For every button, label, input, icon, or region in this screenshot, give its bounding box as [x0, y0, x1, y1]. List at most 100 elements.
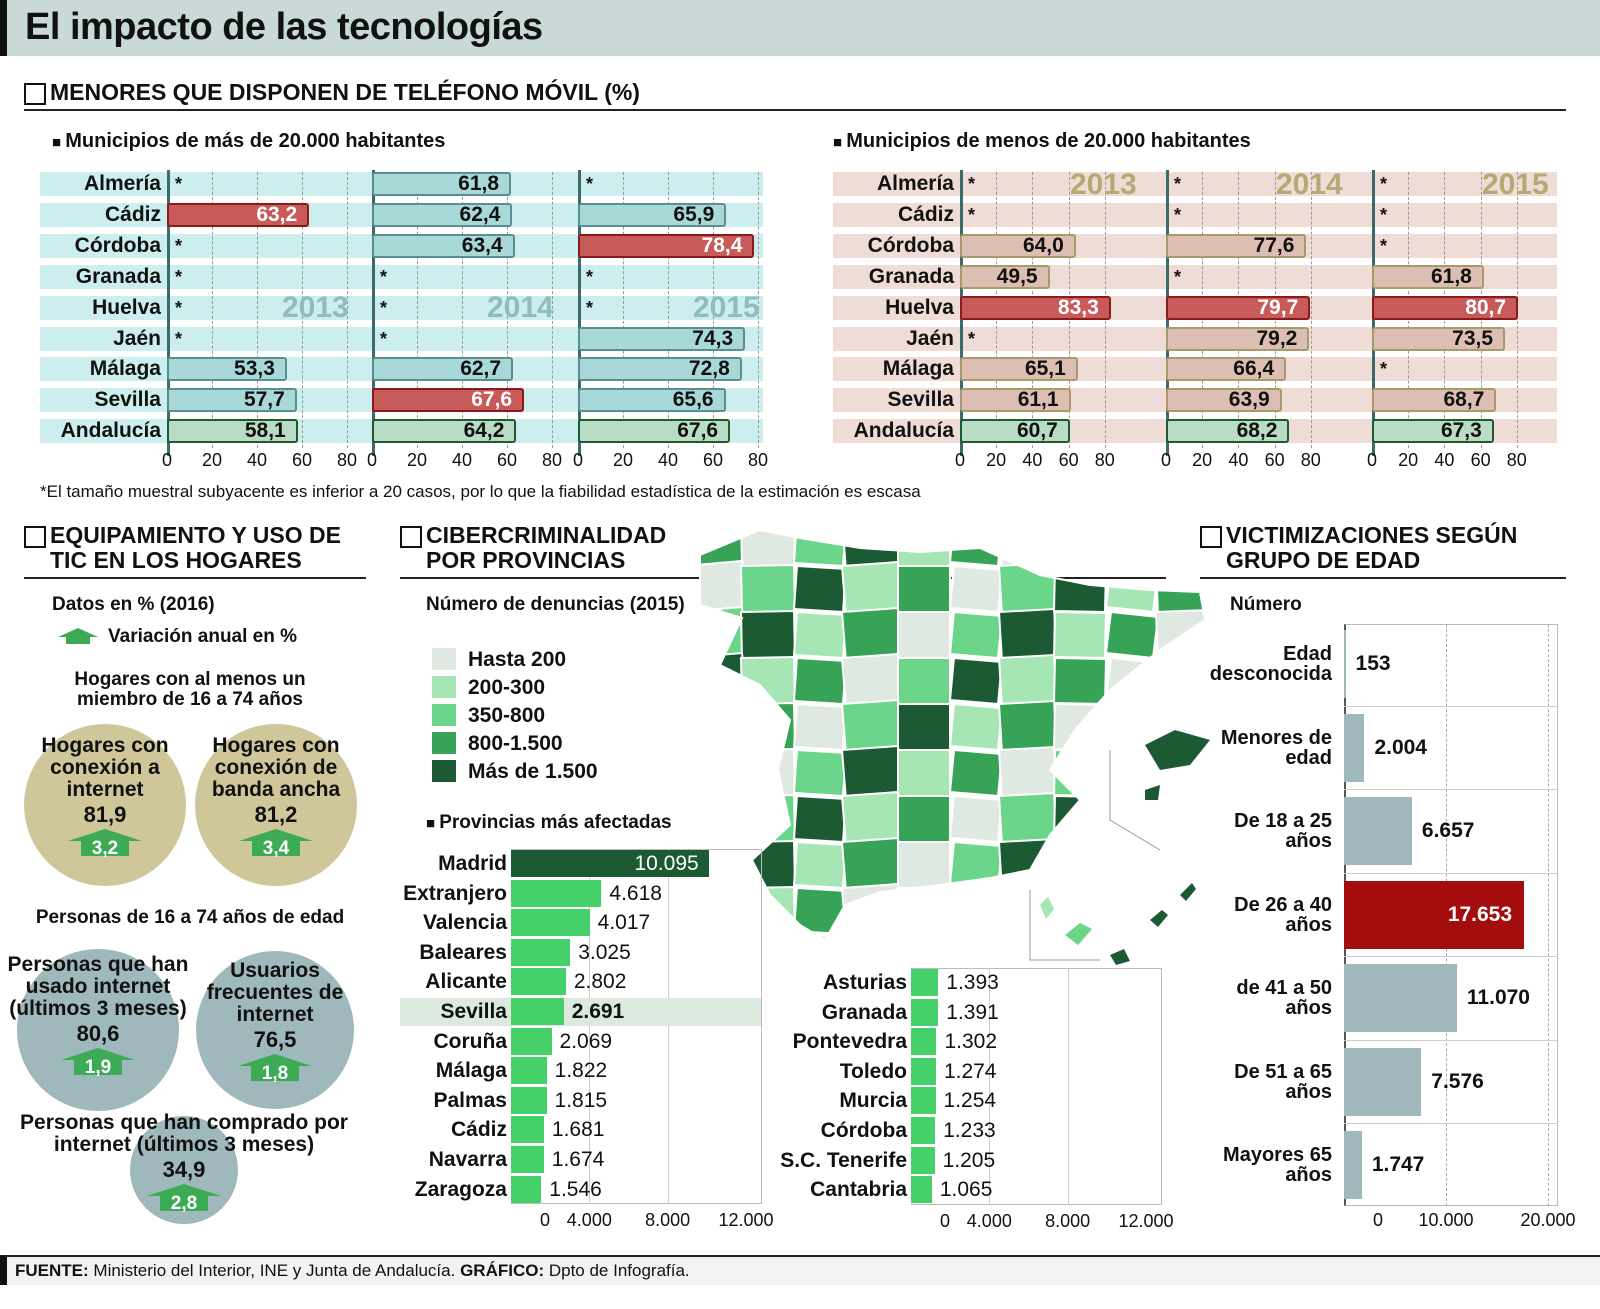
bar: 65,1 [960, 357, 1078, 382]
axis-tick: 20.000 [1520, 1210, 1576, 1230]
province-label: Málaga [89, 357, 161, 381]
bar: 49,5 [960, 264, 1050, 289]
axis-tick: 20 [986, 450, 1007, 470]
province-area [897, 795, 951, 843]
bar-value: 1.274 [943, 1059, 997, 1083]
up-arrow-icon [58, 628, 98, 644]
bar-value: 1.815 [554, 1088, 608, 1112]
title-bar: El impacto de las tecnologías [0, 0, 1600, 56]
indicator-label: Usuarios frecuentes de internet [206, 959, 344, 1026]
province-area [948, 610, 1004, 660]
axis-tick: 4.000 [966, 1210, 1012, 1231]
bar: 63,4 [372, 233, 515, 258]
mobile-section-heading: MENORES QUE DISPONEN DE TELÉFONO MÓVIL (… [24, 80, 1566, 111]
year-label: 2014 [1276, 168, 1343, 201]
bar: 67,6 [578, 419, 731, 444]
axis-tick: 4.000 [566, 1210, 612, 1231]
bar: 65,6 [578, 388, 726, 413]
gridline [713, 172, 714, 448]
province-area [1104, 794, 1160, 844]
province-area [997, 745, 1059, 801]
age-group-label: Mayores 65 años [1223, 1144, 1332, 1186]
bar [511, 998, 564, 1025]
axis-tick: 40 [1228, 450, 1249, 470]
tic-group1: Hogares con al menos un miembro de 16 a … [74, 669, 306, 710]
victims-heading: VICTIMIZACIONES SEGÚN GRUPO DE EDAD [1200, 523, 1566, 579]
indicator-label: Hogares con conexión de banda ancha [211, 734, 341, 801]
province-area [948, 530, 1004, 568]
indicator-circle [17, 949, 179, 1111]
province-area [739, 655, 797, 707]
year-label: 2015 [1482, 168, 1549, 201]
gridline [1310, 172, 1312, 448]
graphic-text: Dpto de Infografía. [548, 1261, 690, 1280]
legend-label: 350-800 [468, 704, 546, 727]
province-name: Madrid [438, 852, 507, 875]
bar: 78,4 [578, 233, 755, 258]
row-background [833, 202, 1557, 227]
victims-heading-line2: GRUPO DE EDAD [1226, 547, 1421, 573]
bar-value: 3.025 [578, 940, 631, 964]
missing-marker: * [380, 297, 388, 318]
province-area [997, 561, 1059, 617]
legend-item: 800-1.500 [432, 730, 563, 758]
missing-marker: * [1380, 359, 1388, 380]
bar: 77,6 [1166, 233, 1307, 258]
bar: 57,7 [167, 388, 297, 413]
small-municipalities-subtitle: Municipios de menos de 20.000 habitantes [833, 130, 1251, 153]
row-background [40, 295, 763, 320]
bar: 68,7 [1372, 388, 1497, 413]
bar: 61,1 [960, 388, 1071, 413]
bar [511, 1146, 544, 1173]
indicator: Hogares con conexión a internet 81,9 3,2 [22, 735, 188, 859]
gridline [212, 172, 213, 448]
age-group-label: Edad desconocida [1209, 643, 1332, 685]
axis-tick: 0 [366, 450, 377, 470]
large-municipalities-subtitle: Municipios de más de 20.000 habitantes [52, 130, 445, 153]
bar: 63,2 [167, 202, 310, 227]
axis-tick: 40 [1022, 450, 1043, 470]
axis-tick: 20 [406, 450, 428, 470]
bar [1344, 713, 1365, 782]
row-divider [1344, 789, 1558, 790]
missing-marker: * [175, 266, 183, 287]
change-arrow-icon: 2,8 [147, 1184, 221, 1213]
province-label: Jaén [113, 326, 161, 350]
province-area [792, 840, 848, 890]
province-label: Almería [876, 172, 954, 195]
province-area [948, 840, 1004, 890]
missing-marker: * [1380, 204, 1388, 225]
bar [911, 969, 939, 996]
gridline [668, 172, 669, 448]
province-area [1104, 656, 1160, 706]
axis-tick: 20 [201, 450, 223, 470]
missing-marker: * [380, 328, 388, 349]
bar [911, 1087, 936, 1115]
legend-item: Hasta 200 [432, 646, 566, 674]
bar: 62,4 [372, 202, 513, 227]
bar: 79,7 [1166, 295, 1311, 320]
indicator: Hogares con conexión de banda ancha 81,2 3… [193, 734, 359, 859]
year-label: 2015 [693, 291, 760, 324]
province-area [1104, 610, 1160, 660]
province-area [739, 701, 797, 753]
axis-line [578, 170, 581, 456]
bar [1344, 797, 1412, 865]
indicator-value: 81,2 [254, 802, 298, 827]
indicator: Personas que han usado internet (últimos… [5, 954, 191, 1078]
province-area [1052, 748, 1108, 798]
bar-value: 1.302 [944, 1030, 998, 1054]
gridline [758, 172, 759, 448]
ibiza [1145, 785, 1160, 800]
bar: 67,6 [372, 388, 525, 413]
missing-marker: * [1380, 174, 1388, 194]
bar-value: 1.546 [549, 1177, 602, 1201]
row-divider [1344, 872, 1558, 874]
legend-item: 350-800 [432, 702, 545, 730]
axis-tick: 20 [1398, 450, 1419, 470]
province-label: Granada [868, 264, 954, 288]
indicator-circle [196, 951, 354, 1109]
province-area [897, 530, 951, 567]
bar: 62,7 [372, 357, 514, 382]
bar [911, 1117, 936, 1144]
